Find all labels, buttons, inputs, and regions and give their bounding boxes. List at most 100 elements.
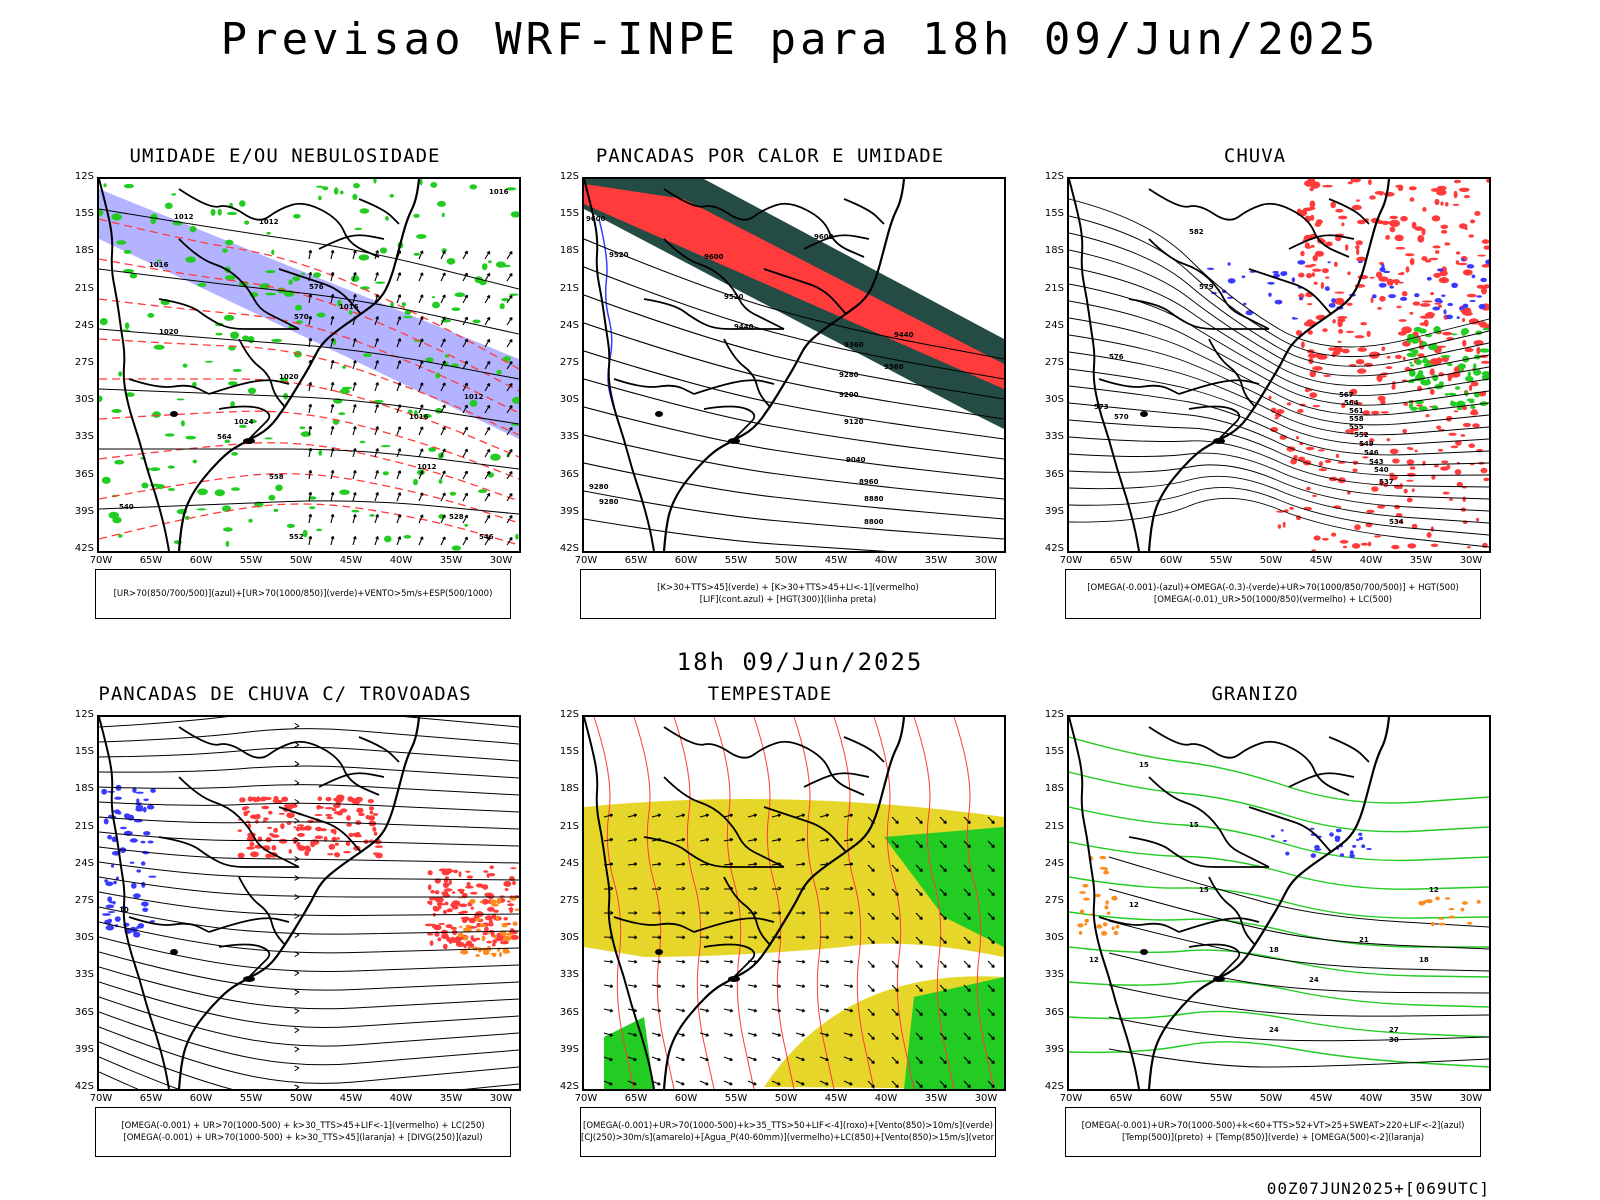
longitude-label: 35W bbox=[924, 1093, 948, 1104]
longitude-label: 60W bbox=[1159, 1093, 1183, 1104]
longitude-label: 40W bbox=[1359, 1093, 1383, 1104]
latitude-label: 33S bbox=[1044, 969, 1064, 981]
longitude-label: 65W bbox=[1109, 1093, 1133, 1104]
map-svg: 10 bbox=[99, 717, 519, 1089]
contour-label: 558 bbox=[269, 473, 284, 481]
latitude-label: 42S bbox=[1044, 1081, 1064, 1092]
latitude-label: 15S bbox=[559, 208, 579, 220]
map-plot: 10 bbox=[97, 715, 521, 1091]
latitude-label: 21S bbox=[1044, 282, 1064, 294]
latitude-label: 33S bbox=[559, 431, 579, 443]
longitude-label: 50W bbox=[289, 1093, 313, 1104]
contour-label: 546 bbox=[479, 533, 494, 541]
latitude-label: 42S bbox=[74, 1081, 94, 1092]
longitude-label: 30W bbox=[1459, 1093, 1483, 1104]
contour-label: 9280 bbox=[839, 371, 859, 379]
contour-label: 570 bbox=[1114, 413, 1129, 421]
latitude-label: 27S bbox=[1044, 895, 1064, 906]
legend-line: [OMEGA(-0.001)-(azul)+OMEGA(-0.3)-(verde… bbox=[1087, 583, 1459, 593]
map-svg: 5825795765735705675645615585555525495465… bbox=[1069, 179, 1489, 551]
latitude-label: 12S bbox=[1044, 709, 1064, 720]
latitude-label: 18S bbox=[74, 783, 94, 795]
contour-label: 582 bbox=[1189, 228, 1204, 236]
latitude-label: 36S bbox=[559, 1006, 579, 1018]
contour-label: 546 bbox=[1364, 449, 1379, 457]
longitude-label: 35W bbox=[439, 555, 463, 566]
longitude-label: 50W bbox=[774, 555, 798, 566]
longitude-label: 55W bbox=[1209, 1093, 1233, 1104]
legend-line: [OMEGA(-0.01)_UR>50(1000/850)(vermelho) … bbox=[1153, 595, 1393, 605]
contour-label: 549 bbox=[1359, 440, 1374, 448]
latitude-label: 39S bbox=[74, 505, 94, 517]
latitude-label: 33S bbox=[1044, 431, 1064, 443]
contour-label: 1012 bbox=[174, 213, 194, 221]
latitude-label: 12S bbox=[74, 709, 94, 720]
latitude-label: 18S bbox=[74, 245, 94, 257]
longitude-label: 45W bbox=[339, 1093, 363, 1104]
latitude-label: 30S bbox=[74, 932, 94, 944]
longitude-label: 45W bbox=[1309, 1093, 1333, 1104]
map-svg: 15 12 15 18 21 18 24 24 27 30 12 15 12 bbox=[1069, 717, 1489, 1089]
panel-legend: [UR>70(850/700/500)](azul)+[UR>70(1000/8… bbox=[95, 569, 511, 619]
legend-line: [CJ(250)>30m/s](amarelo)+[Agua_P(40-60mm… bbox=[581, 1133, 995, 1143]
longitude-label: 55W bbox=[724, 1093, 748, 1104]
contour-label: 9280 bbox=[599, 498, 619, 506]
legend-line: [OMEGA(-0.001) + UR>70(1000-500) + k>30_… bbox=[123, 1133, 483, 1143]
longitude-label: 35W bbox=[1409, 1093, 1433, 1104]
contour-label: 561 bbox=[1349, 407, 1364, 415]
latitude-label: 18S bbox=[1044, 245, 1064, 257]
longitude-label: 60W bbox=[189, 1093, 213, 1104]
contour-label: 1012 bbox=[417, 463, 437, 471]
contour-label: 9600 bbox=[814, 233, 834, 241]
map-svg: 9600 9520 9600 9520 9440 9440 9360 9360 9280 9200… bbox=[584, 179, 1004, 551]
contour-label: 8800 bbox=[864, 518, 884, 526]
contour-label: 9520 bbox=[609, 251, 629, 259]
longitude-label: 30W bbox=[1459, 555, 1483, 566]
contour-label: 24 bbox=[1309, 976, 1319, 984]
contour-label: 1020 bbox=[159, 328, 179, 336]
contour-label: 18 bbox=[1419, 956, 1429, 964]
latitude-label: 33S bbox=[559, 969, 579, 981]
contour-label: 1020 bbox=[279, 373, 299, 381]
longitude-label: 70W bbox=[1059, 555, 1083, 566]
contour-label: 540 bbox=[119, 503, 134, 511]
latitude-label: 27S bbox=[74, 357, 94, 368]
latitude-label: 39S bbox=[1044, 505, 1064, 517]
longitude-label: 60W bbox=[1159, 555, 1183, 566]
panel-title: CHUVA bbox=[1223, 145, 1287, 167]
contour-label: 9600 bbox=[586, 215, 606, 223]
longitude-label: 70W bbox=[574, 555, 598, 566]
contour-label: 576 bbox=[309, 283, 324, 291]
map-plot: 9600 9520 9600 9520 9440 9440 9360 9360 9280 9200… bbox=[582, 177, 1006, 553]
longitude-label: 50W bbox=[1259, 1093, 1283, 1104]
panel-title: UMIDADE E/OU NEBULOSIDADE bbox=[129, 145, 441, 167]
contour-label: 1024 bbox=[234, 418, 254, 426]
longitude-label: 45W bbox=[339, 555, 363, 566]
latitude-label: 30S bbox=[74, 394, 94, 406]
contour-label: 564 bbox=[1344, 399, 1359, 407]
longitude-label: 50W bbox=[774, 1093, 798, 1104]
latitude-label: 27S bbox=[559, 895, 579, 906]
contour-label: 9520 bbox=[724, 293, 744, 301]
longitude-label: 40W bbox=[874, 555, 898, 566]
contour-label: 21 bbox=[1359, 936, 1369, 944]
latitude-label: 15S bbox=[74, 208, 94, 220]
longitude-label: 60W bbox=[674, 555, 698, 566]
latitude-label: 30S bbox=[559, 394, 579, 406]
longitude-label: 35W bbox=[439, 1093, 463, 1104]
panel-legend: [OMEGA(-0.001)+UR>70(1000-500)+k<60+TTS>… bbox=[1065, 1107, 1481, 1157]
legend-line: [OMEGA(-0.001)+UR>70(1000-500)+k<60+TTS>… bbox=[1081, 1121, 1465, 1131]
latitude-label: 15S bbox=[1044, 208, 1064, 220]
contour-label: 1016 bbox=[339, 303, 359, 311]
latitude-label: 36S bbox=[559, 468, 579, 480]
contour-label: 12 bbox=[1129, 901, 1139, 909]
contour-label: 543 bbox=[1369, 458, 1384, 466]
contour-label: 579 bbox=[1199, 283, 1214, 291]
contour-label: 8880 bbox=[864, 495, 884, 503]
longitude-label: 40W bbox=[389, 1093, 413, 1104]
contour-label: 15 bbox=[1139, 761, 1149, 769]
latitude-label: 15S bbox=[74, 746, 94, 758]
contour-label: 552 bbox=[289, 533, 304, 541]
latitude-label: 42S bbox=[559, 543, 579, 554]
longitude-label: 30W bbox=[489, 555, 513, 566]
